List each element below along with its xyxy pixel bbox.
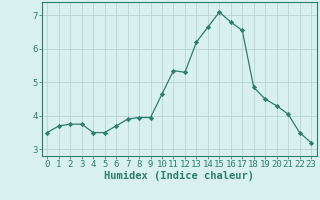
- X-axis label: Humidex (Indice chaleur): Humidex (Indice chaleur): [104, 171, 254, 181]
